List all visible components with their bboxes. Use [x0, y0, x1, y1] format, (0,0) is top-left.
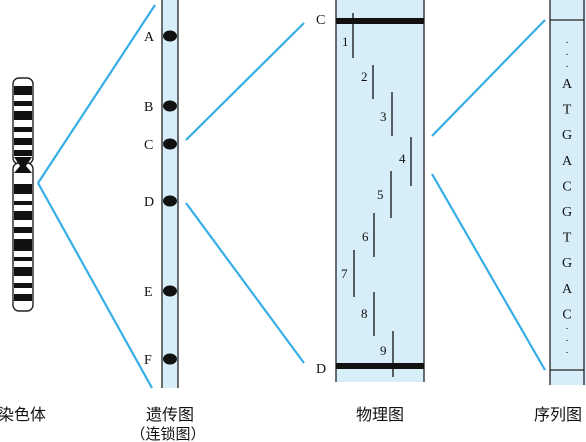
genetic-marker-b-band — [163, 100, 177, 112]
fragment-7-label: 7 — [341, 266, 348, 281]
sequence-base-8: G — [562, 256, 572, 271]
genetic-marker-c-label: C — [144, 138, 153, 153]
sequence-map-panel — [550, 0, 586, 385]
genetic-marker-e-label: E — [144, 285, 153, 300]
sequence-base-6: G — [562, 205, 572, 220]
sequence-base-4: A — [562, 154, 573, 169]
connector-physical-top — [431, 19, 546, 137]
genetic-marker-a-label: A — [144, 30, 155, 45]
sequence-top-dot-2: · — [565, 49, 569, 61]
sequence-bottom-dot-3: · — [565, 347, 569, 359]
chromosome-centromere — [14, 157, 32, 173]
connector-genetic-d — [185, 202, 305, 364]
physical-map-panel — [336, 0, 424, 382]
fragment-3-label: 3 — [380, 109, 387, 124]
fragment-1-label: 1 — [342, 34, 349, 49]
physical-map-top-label: C — [316, 13, 325, 28]
genetic-marker-e-band — [163, 285, 177, 297]
genetic-map: A B C D E F — [144, 0, 179, 388]
physical-map-bottom-label: D — [316, 362, 326, 377]
fragment-4-label: 4 — [399, 151, 406, 166]
fragment-5-label: 5 — [377, 187, 384, 202]
sequence-base-1: A — [562, 77, 573, 92]
physical-map-bottom-bar — [336, 363, 424, 369]
sequence-base-3: G — [562, 128, 572, 143]
chromosome-bands — [14, 86, 32, 301]
physical-map-fragments: 1 2 3 4 5 6 7 8 9 — [341, 13, 412, 377]
sequence-top-dot-3: · — [565, 61, 569, 73]
fragment-9-label: 9 — [380, 343, 387, 358]
fragment-6-label: 6 — [362, 229, 369, 244]
genetic-marker-d-label: D — [144, 195, 154, 210]
label-sequence-map: 序列图 — [534, 405, 582, 424]
fragment-2-label: 2 — [361, 69, 368, 84]
sequence-base-7: T — [563, 231, 572, 246]
genetic-markers: A B C D E F — [144, 30, 177, 368]
sequence-top-dot-1: · — [565, 37, 569, 49]
label-genetic-map-sub: （连锁图） — [130, 425, 205, 442]
sequence-base-5: C — [562, 179, 571, 194]
physical-map-top-bar — [336, 18, 424, 24]
label-physical-map: 物理图 — [356, 405, 404, 424]
connector-chromosome-bottom — [37, 182, 153, 389]
connector-chromosome-top — [37, 4, 156, 184]
physical-map: C D 1 2 3 4 5 6 7 8 9 — [316, 0, 425, 382]
sequence-bottom-dot-1: · — [565, 323, 569, 335]
label-chromosome: 染色体 — [0, 405, 46, 424]
sequence-base-9: A — [562, 282, 573, 297]
column-labels: 染色体 遗传图 （连锁图） 物理图 序列图 — [0, 405, 582, 442]
genetic-marker-d-band — [163, 195, 177, 207]
sequence-base-10: C — [562, 307, 571, 322]
sequence-bottom-dot-2: · — [565, 335, 569, 347]
label-genetic-map: 遗传图 — [146, 405, 194, 424]
connector-lines — [37, 4, 546, 389]
connector-physical-bottom — [431, 173, 546, 371]
genetic-marker-f-label: F — [144, 353, 152, 368]
genetic-marker-f-band — [163, 353, 177, 365]
fragment-8-label: 8 — [361, 306, 368, 321]
sequence-base-2: T — [563, 103, 572, 118]
genetic-marker-b-label: B — [144, 100, 153, 115]
chromosome — [12, 77, 34, 312]
connector-genetic-c — [185, 22, 305, 141]
genetic-marker-c-band — [163, 138, 177, 150]
genetic-marker-a-band — [163, 30, 177, 42]
genetic-map-bar — [162, 0, 178, 388]
